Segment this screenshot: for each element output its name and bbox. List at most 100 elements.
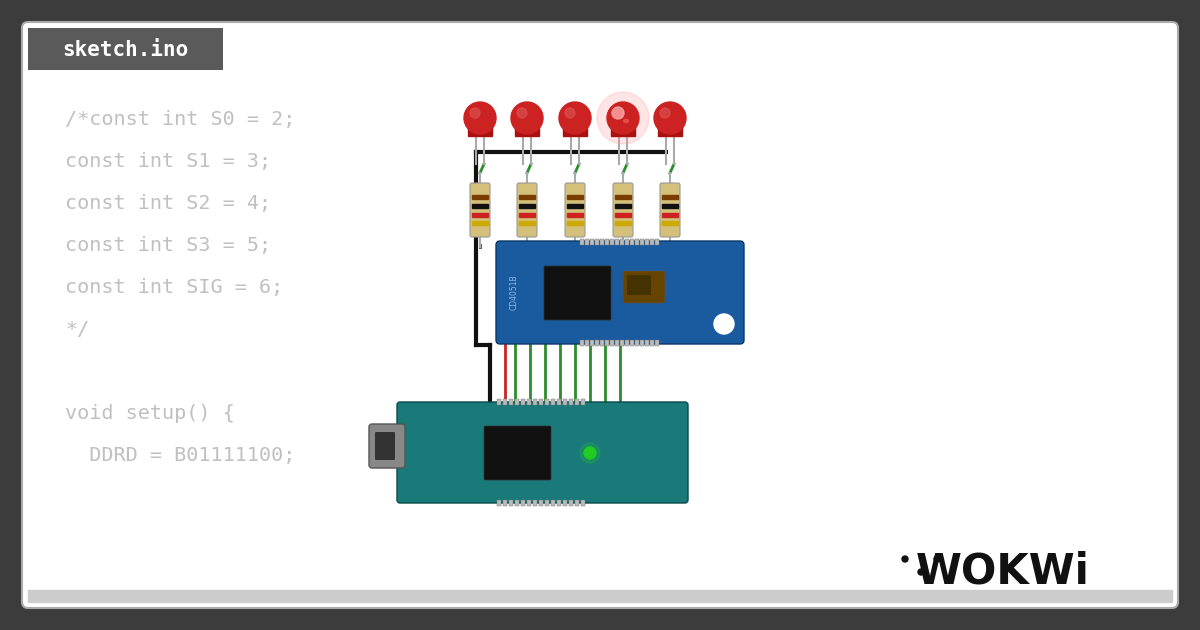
Bar xyxy=(520,204,535,208)
Bar xyxy=(527,399,530,405)
Bar xyxy=(662,212,678,217)
Bar xyxy=(662,195,678,199)
Bar xyxy=(600,340,604,346)
Bar xyxy=(646,239,649,245)
Circle shape xyxy=(559,102,592,134)
Text: DDRD = B01111100;: DDRD = B01111100; xyxy=(65,446,295,465)
Bar xyxy=(655,340,659,346)
Bar xyxy=(620,239,624,245)
FancyBboxPatch shape xyxy=(370,424,406,468)
FancyBboxPatch shape xyxy=(470,183,490,237)
Bar xyxy=(569,399,574,405)
Bar xyxy=(616,212,631,217)
Bar xyxy=(658,124,682,136)
Text: WOKWi: WOKWi xyxy=(916,551,1090,593)
Bar xyxy=(595,340,599,346)
FancyBboxPatch shape xyxy=(496,241,744,344)
Bar xyxy=(568,195,583,199)
Bar xyxy=(515,399,520,405)
Bar xyxy=(551,399,554,405)
Bar xyxy=(616,195,631,199)
Circle shape xyxy=(565,108,575,118)
Bar xyxy=(521,500,526,506)
Circle shape xyxy=(464,102,496,134)
Bar xyxy=(625,239,629,245)
Bar xyxy=(635,340,640,346)
Bar xyxy=(616,221,631,225)
Bar xyxy=(586,340,589,346)
Circle shape xyxy=(584,447,596,459)
Bar xyxy=(610,239,614,245)
Bar xyxy=(472,204,488,208)
Text: CD4051B: CD4051B xyxy=(510,274,518,310)
FancyBboxPatch shape xyxy=(484,426,551,480)
Circle shape xyxy=(902,556,908,562)
Bar xyxy=(600,239,604,245)
Bar xyxy=(650,239,654,245)
Bar xyxy=(616,204,631,208)
Bar xyxy=(515,124,539,136)
Bar xyxy=(575,500,580,506)
Circle shape xyxy=(511,102,542,134)
FancyBboxPatch shape xyxy=(613,183,634,237)
Bar xyxy=(590,340,594,346)
Text: const int S1 = 3;: const int S1 = 3; xyxy=(65,152,271,171)
Text: void setup() {: void setup() { xyxy=(65,404,235,423)
Text: sketch.ino: sketch.ino xyxy=(62,40,188,60)
Bar xyxy=(533,500,538,506)
Bar xyxy=(662,221,678,225)
Bar xyxy=(569,500,574,506)
FancyBboxPatch shape xyxy=(544,266,611,320)
Circle shape xyxy=(580,443,600,463)
Bar xyxy=(581,500,586,506)
Bar xyxy=(509,399,514,405)
Circle shape xyxy=(934,556,940,562)
Bar xyxy=(630,340,634,346)
Bar xyxy=(472,221,488,225)
Text: */: */ xyxy=(65,320,89,339)
Circle shape xyxy=(660,108,670,118)
Bar xyxy=(557,500,562,506)
Bar xyxy=(646,340,649,346)
Bar xyxy=(539,399,542,405)
FancyBboxPatch shape xyxy=(565,183,586,237)
Bar xyxy=(568,204,583,208)
FancyBboxPatch shape xyxy=(374,432,395,460)
Bar xyxy=(468,124,492,136)
Bar xyxy=(515,500,520,506)
Bar xyxy=(563,399,568,405)
Text: /*const int S0 = 2;: /*const int S0 = 2; xyxy=(65,110,295,129)
Text: const int S3 = 5;: const int S3 = 5; xyxy=(65,236,271,255)
FancyBboxPatch shape xyxy=(517,183,538,237)
Bar xyxy=(557,399,562,405)
Bar xyxy=(580,239,584,245)
Bar xyxy=(581,399,586,405)
Bar xyxy=(503,399,508,405)
Text: const int SIG = 6;: const int SIG = 6; xyxy=(65,278,283,297)
Ellipse shape xyxy=(624,120,629,122)
Circle shape xyxy=(607,102,640,134)
Bar xyxy=(472,212,488,217)
Bar xyxy=(595,239,599,245)
Bar xyxy=(662,204,678,208)
Bar xyxy=(625,340,629,346)
Bar xyxy=(605,239,610,245)
FancyBboxPatch shape xyxy=(4,4,1196,626)
Circle shape xyxy=(517,108,527,118)
Bar xyxy=(568,212,583,217)
Bar xyxy=(616,239,619,245)
Bar xyxy=(610,340,614,346)
Bar xyxy=(650,340,654,346)
Circle shape xyxy=(598,92,649,144)
Circle shape xyxy=(612,107,624,119)
Bar xyxy=(630,239,634,245)
Bar xyxy=(551,500,554,506)
Bar xyxy=(655,239,659,245)
Bar xyxy=(635,239,640,245)
Bar xyxy=(568,221,583,225)
Bar xyxy=(520,221,535,225)
Bar xyxy=(533,399,538,405)
Bar xyxy=(509,500,514,506)
Bar xyxy=(563,124,587,136)
Bar xyxy=(545,500,550,506)
